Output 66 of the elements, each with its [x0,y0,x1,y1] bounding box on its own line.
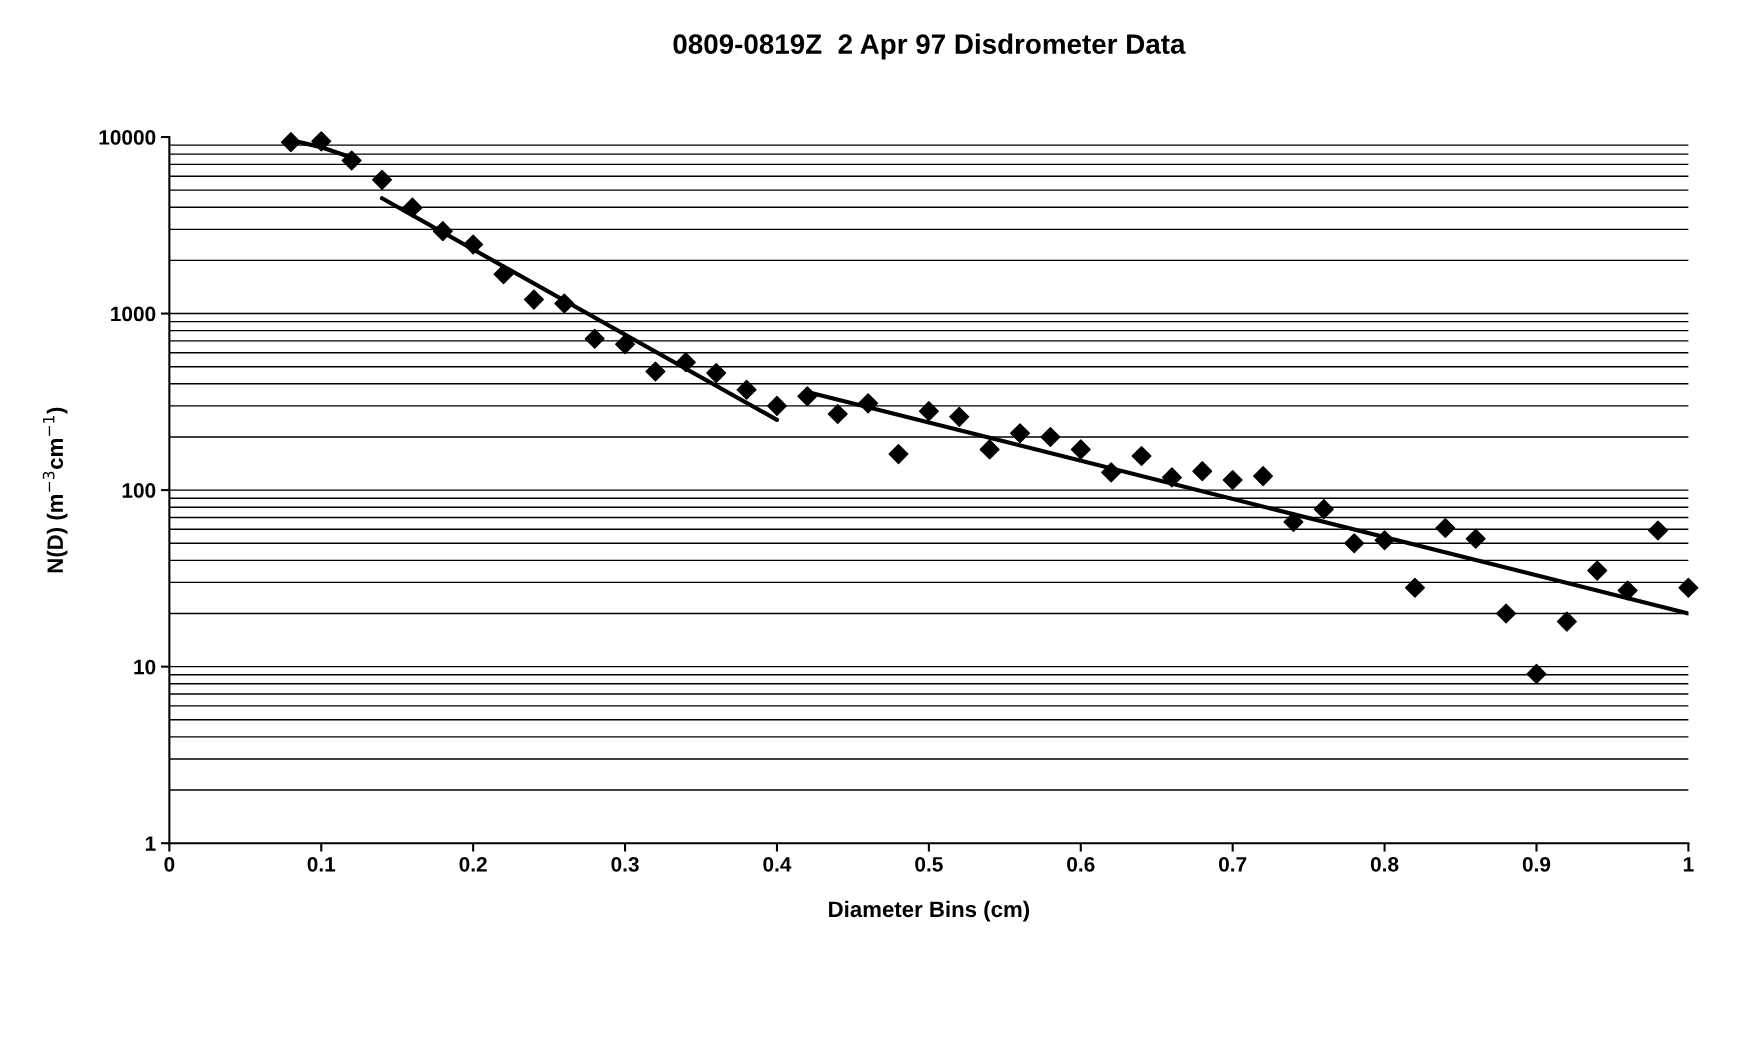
point [1496,603,1517,624]
point [1161,467,1182,488]
point [1435,517,1456,539]
point [311,131,332,152]
point [918,401,939,422]
point [1192,461,1213,482]
point [1556,611,1577,632]
point [1465,528,1486,549]
x-axis-title: Diameter Bins (cm) [829,900,1030,922]
x-tick-label: 0.8 [1370,856,1399,872]
point [1647,520,1669,541]
point [1101,462,1122,483]
point [463,234,484,255]
point [766,395,787,416]
point [888,444,909,465]
point [1313,499,1334,520]
point [1040,426,1061,447]
x-tick-label: 0.1 [307,856,336,872]
point [1344,533,1365,554]
point [1587,560,1608,581]
x-tick-label: 0.3 [611,856,639,872]
y-tick-label: 10000 [99,130,156,145]
point [523,289,544,310]
point [827,403,848,424]
point [858,393,879,414]
point [372,169,393,190]
x-tick-label: 0.7 [1219,856,1247,872]
point [1678,577,1699,598]
point [1010,423,1031,444]
point [402,197,423,218]
x-tick-label: 0.6 [1067,856,1095,872]
point [1404,577,1425,598]
point [675,352,696,373]
point [979,439,1000,460]
x-tick-label: 0.9 [1522,856,1551,872]
point [1617,580,1638,601]
chart-title: 0809-0819Z 2 Apr 97 Disdrometer Data [673,33,1186,60]
y-tick-label: 10 [134,659,156,675]
point [645,361,666,382]
point [1222,470,1243,491]
y-axis-title: N(D) (m$^{−3}$cm$^{−1}$) [42,407,68,573]
point [432,221,453,242]
point [1131,446,1152,467]
point [1253,466,1274,487]
point [280,132,301,153]
point [341,150,362,171]
point [1283,511,1304,532]
point [584,328,605,349]
point [1526,663,1547,684]
point [949,406,970,427]
x-tick-label: 1 [1683,857,1694,872]
point [1070,439,1091,460]
x-tick-label: 0.5 [915,856,943,872]
x-tick-label: 0.4 [763,856,792,872]
point [554,293,575,314]
point [706,363,727,384]
y-tick-label: 100 [122,483,156,498]
y-tick-label: 1000 [111,306,156,322]
x-tick-label: 0 [164,856,175,872]
x-tick-label: 0.2 [459,856,487,872]
point [797,386,818,407]
point [1374,530,1395,551]
point [493,264,514,285]
y-tick-label: 1 [145,836,156,851]
point [736,379,757,400]
point [615,334,636,355]
